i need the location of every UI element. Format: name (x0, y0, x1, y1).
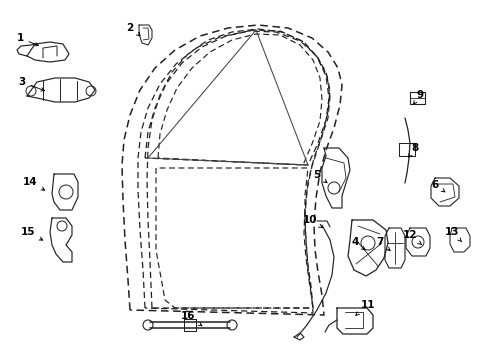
Text: 12: 12 (402, 230, 421, 245)
Text: 1: 1 (16, 33, 39, 46)
Text: 5: 5 (313, 170, 326, 183)
Text: 10: 10 (302, 215, 322, 228)
Text: 11: 11 (355, 300, 374, 315)
Text: 3: 3 (19, 77, 44, 91)
Text: 9: 9 (413, 90, 423, 104)
Text: 13: 13 (444, 227, 461, 242)
Text: 16: 16 (181, 311, 202, 326)
Text: 2: 2 (126, 23, 140, 36)
Text: 15: 15 (20, 227, 42, 240)
Text: 6: 6 (430, 180, 444, 192)
Text: 8: 8 (408, 143, 418, 157)
Text: 4: 4 (350, 237, 364, 250)
Text: 14: 14 (22, 177, 44, 190)
Text: 7: 7 (376, 237, 389, 251)
